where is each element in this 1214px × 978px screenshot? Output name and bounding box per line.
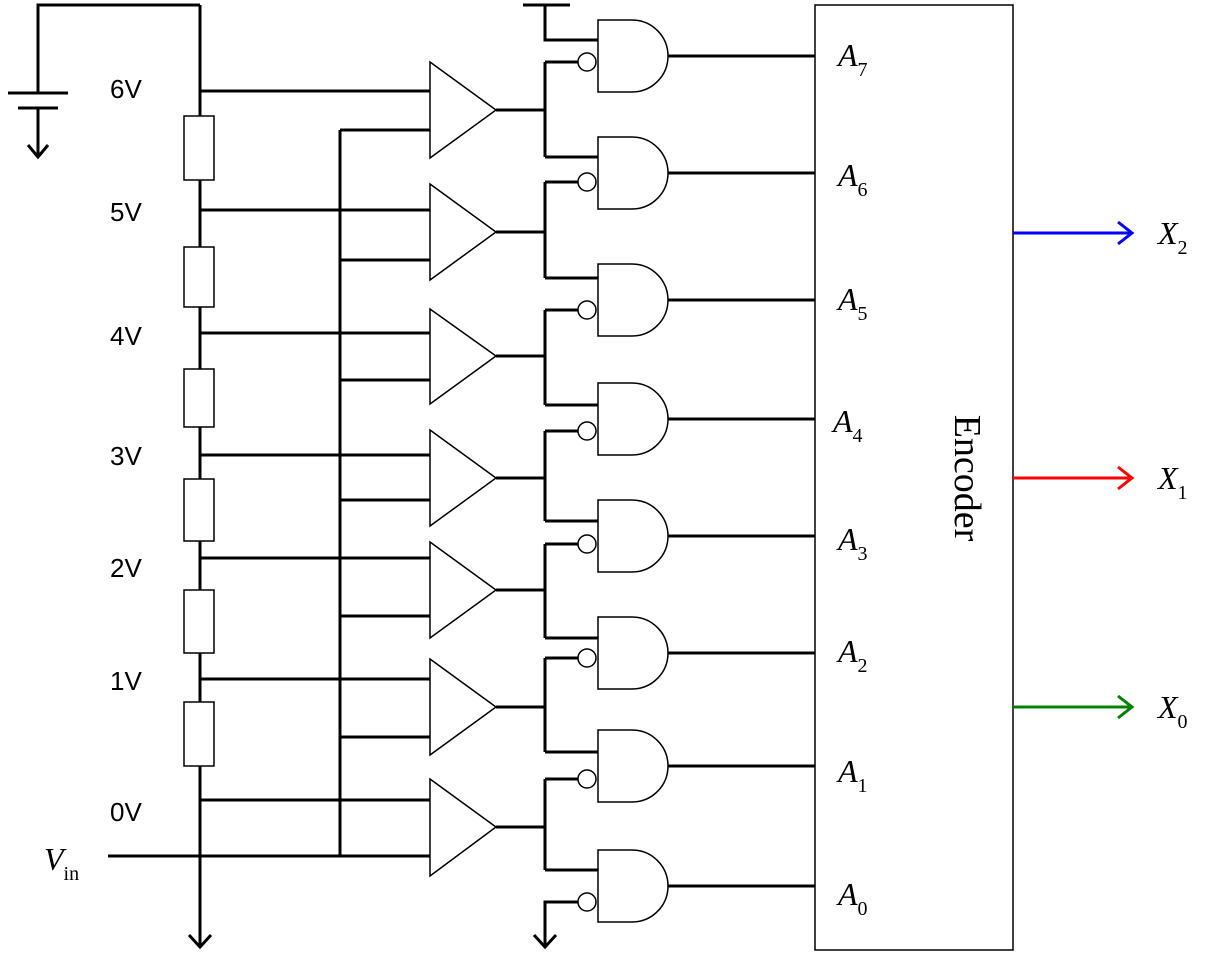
resistor-4 <box>183 478 215 542</box>
encoder-input-labels: A7 A6 A5 A4 A3 A2 A1 A0 <box>831 37 868 920</box>
label-a6: A6 <box>836 157 868 201</box>
voltage-label-4v: 4V <box>110 321 142 351</box>
resistor-1 <box>183 115 215 181</box>
label-x1: X1 <box>1156 460 1188 504</box>
resistor-5 <box>183 589 215 654</box>
voltage-label-2v: 2V <box>110 553 142 583</box>
voltage-label-1v: 1V <box>110 666 142 696</box>
and-gates <box>577 19 669 923</box>
resistor-ladder <box>183 5 215 950</box>
encoder-box <box>814 4 1014 951</box>
reference-battery <box>8 3 200 160</box>
comparator-wiring <box>200 89 432 802</box>
voltage-label-0v: 0V <box>110 797 142 827</box>
voltage-label-3v: 3V <box>110 441 142 471</box>
and-gate-7 <box>577 19 669 93</box>
label-x2: X2 <box>1156 215 1188 259</box>
comparator-output-wiring <box>496 3 598 950</box>
label-a0: A0 <box>836 876 868 920</box>
resistor-6 <box>183 701 215 767</box>
label-a5: A5 <box>836 281 868 325</box>
and-gate-0 <box>577 849 669 923</box>
label-a4: A4 <box>831 403 863 447</box>
and-gate-1 <box>577 729 669 803</box>
and-gate-3 <box>577 499 669 573</box>
and-gate-2 <box>577 616 669 690</box>
and-gate-4 <box>577 382 669 456</box>
comparator-1 <box>429 657 498 757</box>
label-a7: A7 <box>836 37 868 81</box>
resistor-2 <box>183 246 215 308</box>
output-x1: X1 <box>1013 460 1188 504</box>
comparator-6 <box>429 60 498 160</box>
encoder-label: Encoder <box>946 415 988 542</box>
label-x0: X0 <box>1156 689 1188 733</box>
output-x2: X2 <box>1013 215 1188 259</box>
label-a2: A2 <box>836 633 868 677</box>
comparator-0 <box>429 777 498 878</box>
resistor-3 <box>183 368 215 428</box>
voltage-label-5v: 5V <box>110 197 142 227</box>
encoder-block: Encoder <box>814 4 1014 951</box>
voltage-label-6v: 6V <box>110 74 142 104</box>
comparator-4 <box>429 307 498 406</box>
label-a1: A1 <box>836 753 868 797</box>
and-gate-6 <box>577 136 669 210</box>
comparators <box>429 60 498 878</box>
input-vin: Vin <box>44 130 432 885</box>
encoder-outputs: X2 X1 X0 <box>1013 215 1188 733</box>
voltage-labels: 6V 5V 4V 3V 2V 1V 0V <box>110 74 142 827</box>
and-gate-5 <box>577 263 669 337</box>
comparator-3 <box>429 428 498 528</box>
vin-label: Vin <box>44 841 79 885</box>
comparator-2 <box>429 540 498 640</box>
output-x0: X0 <box>1013 689 1188 733</box>
comparator-5 <box>429 182 498 282</box>
label-a3: A3 <box>836 521 868 565</box>
gate-output-wiring <box>668 54 815 888</box>
